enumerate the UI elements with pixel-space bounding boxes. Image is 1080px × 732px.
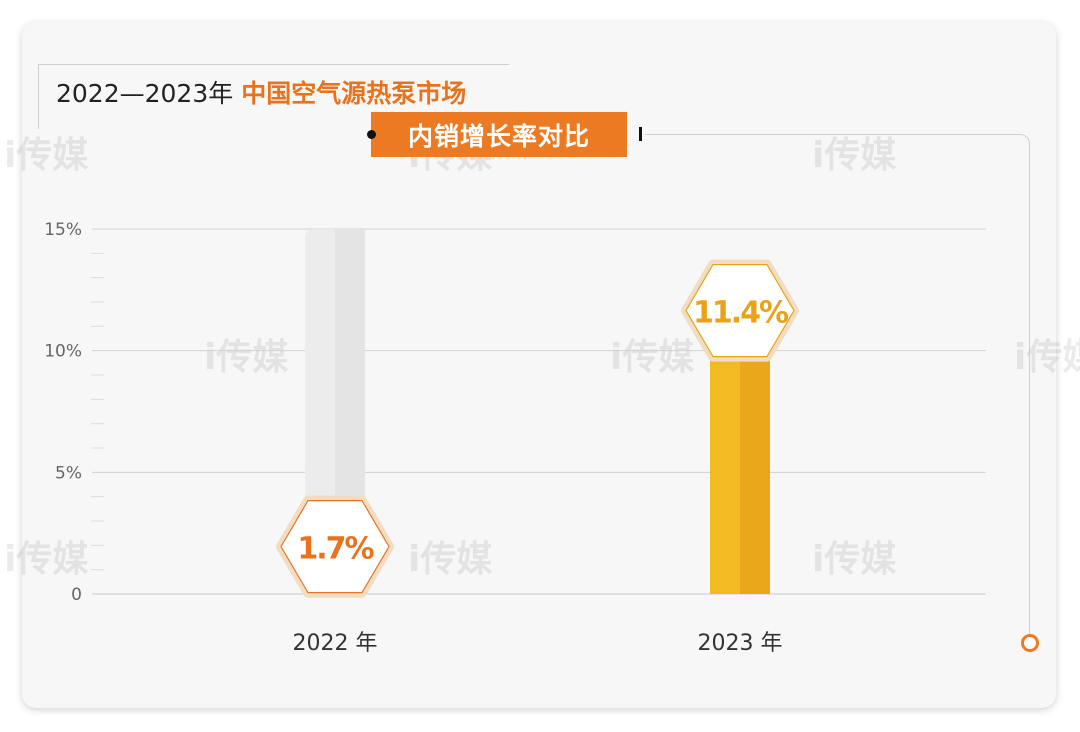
watermark: i传媒: [1014, 337, 1080, 378]
watermark: i传媒: [610, 337, 695, 378]
watermark: i传媒: [4, 539, 89, 580]
watermark: i传媒: [4, 135, 89, 176]
title-frame: [38, 64, 509, 129]
y-tick-label: 10%: [44, 342, 82, 362]
watermark: i传媒: [812, 539, 897, 580]
data-label: 1.7%: [297, 532, 374, 567]
title-prefix: 2022—2023年: [56, 79, 234, 108]
subtitle-tick: [639, 127, 642, 141]
chart-subtitle: 内销增长率对比: [371, 112, 627, 157]
watermark: i传媒: [408, 539, 493, 580]
y-tick-label: 0: [71, 585, 82, 605]
value-hexagon: [280, 500, 390, 594]
chart-title: 2022—2023年 中国空气源热泵市场: [56, 74, 466, 110]
x-tick-label: 2022 年: [293, 631, 378, 656]
data-label: 11.4%: [693, 296, 789, 331]
bar-shade: [740, 316, 770, 594]
x-tick-label: 2023 年: [698, 631, 783, 656]
connector-end-circle: [1021, 634, 1039, 652]
title-highlight: 中国空气源热泵市场: [241, 79, 467, 108]
y-tick-label: 5%: [55, 463, 82, 483]
title-connector-line: [645, 134, 1030, 635]
value-hexagon: [685, 264, 795, 358]
watermark: i传媒: [812, 135, 897, 176]
watermark: i传媒: [204, 337, 289, 378]
subtitle-dot: [367, 130, 376, 139]
y-tick-label: 15%: [44, 220, 82, 240]
